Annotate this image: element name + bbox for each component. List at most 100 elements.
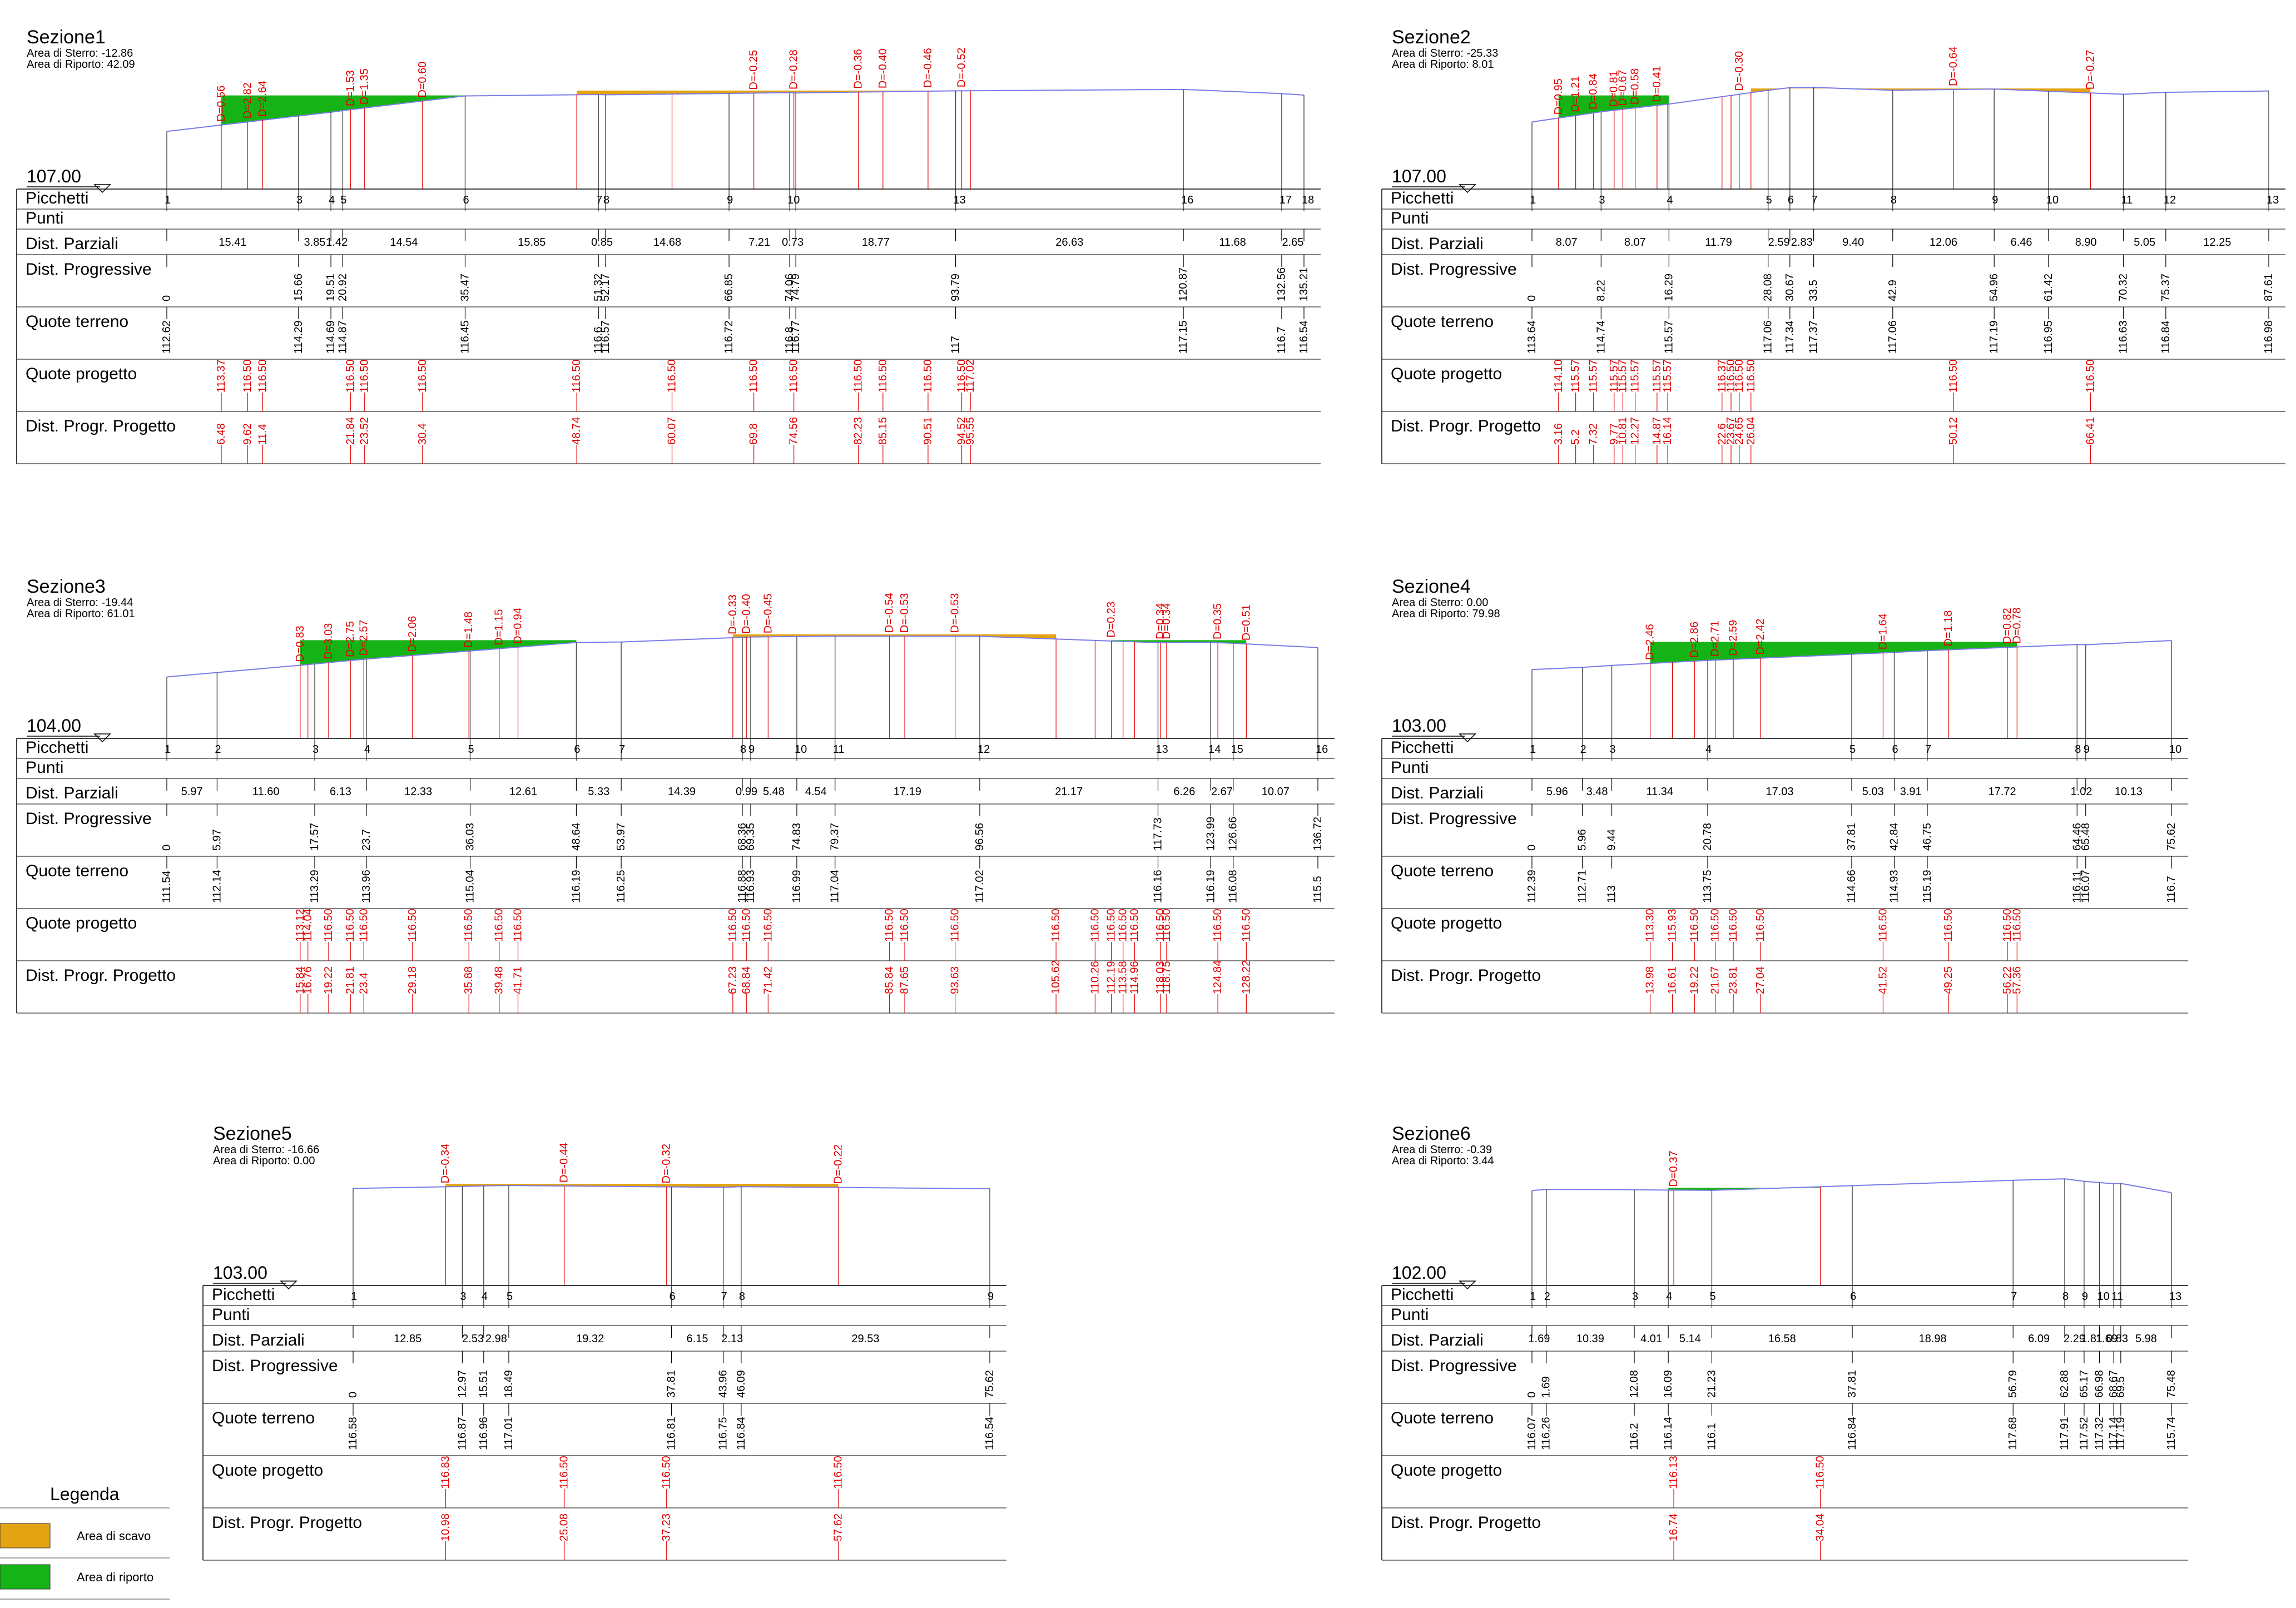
design-quote: 116.50 [241,359,254,393]
picchetto-number: 13 [2267,194,2279,206]
row-label-progetto: Quote progetto [1391,1461,1502,1480]
partial-distance: 6.26 [1173,786,1195,798]
progressive-value: 37.81 [1846,1370,1858,1398]
picchetto-number: 8 [1891,194,1897,206]
design-quote: 116.50 [1942,909,1955,942]
design-progressive: 69.8 [748,423,760,445]
delta-label: D=0.84 [1588,73,1600,110]
design-quote: 116.50 [344,359,356,393]
datum-triangle-icon [1459,1281,1476,1290]
design-progressive: 12.27 [1629,417,1642,445]
delta-label: D=0.23 [1105,602,1118,638]
progressive-value: 126.66 [1227,817,1239,851]
datum-triangle-icon [1459,184,1476,193]
row-label-terreno: Quote terreno [26,312,128,331]
picchetto-number: 4 [1705,743,1712,756]
progressive-value: 66.85 [723,274,735,301]
design-quote: 116.50 [762,909,774,942]
design-progressive: 15.84 [294,966,306,994]
design-quote: 116.50 [359,359,371,393]
partial-distance: 12.61 [509,786,537,798]
progressive-value: 136.72 [1312,817,1324,851]
partial-distance: 2.59 [1768,236,1790,249]
row-label-progressive: Dist. Progressive [26,810,152,828]
design-quote: 116.50 [1733,359,1745,393]
delta-label: D=-0.54 [884,593,896,633]
picchetto-number: 13 [954,194,966,206]
design-quote: 116.50 [512,909,524,942]
progressive-value: 42.84 [1888,823,1900,851]
row-label-progetto: Quote progetto [212,1461,323,1480]
progressive-value: 56.79 [2007,1370,2019,1398]
delta-label: D=0.94 [512,608,524,644]
partial-distance: 5.14 [1679,1333,1701,1345]
delta-label: D=3.03 [323,623,335,659]
row-label-progr_progetto: Dist. Progr. Progetto [26,966,176,985]
partial-distance: 1.69 [1528,1333,1550,1345]
picchetto-number: 4 [482,1291,488,1303]
terrain-value: 114.74 [1595,320,1607,354]
design-quote: 116.50 [852,359,865,393]
design-quote: 117.02 [964,359,976,393]
progressive-value: 132.56 [1276,267,1288,301]
picchetto-number: 8 [2075,743,2081,756]
partial-distance: 2.65 [1282,236,1303,249]
design-progressive: 30.4 [416,423,429,445]
picchetto-number: 5 [340,194,346,206]
progressive-value: 0 [1526,845,1538,851]
terrain-value: 113.75 [1702,870,1714,903]
progressive-value: 17.57 [309,823,321,851]
design-progressive: 90.51 [922,417,934,445]
design-quote: 115.57 [1588,359,1600,393]
delta-label: D=2.46 [1644,624,1657,660]
progressive-value: 46.75 [1921,823,1933,851]
design-progressive: 23.52 [359,417,371,445]
picchetto-number: 9 [748,743,755,756]
partial-distance: 8.90 [2075,236,2097,249]
picchetto-number: 7 [1925,743,1931,756]
picchetto-number: 6 [574,743,580,756]
terrain-value: 116.07 [1526,1417,1538,1450]
progressive-value: 75.37 [2160,274,2172,301]
terrain-value: 116.72 [723,320,735,354]
partial-distance: 4.54 [805,786,827,798]
terrain-value: 117.06 [1887,320,1899,354]
row-label-progressive: Dist. Progressive [1391,1357,1517,1375]
design-quote: 116.50 [1050,909,1062,942]
delta-label: D=0.95 [1553,78,1565,115]
row-label-picchetti: Picchetti [1391,1286,1454,1304]
terrain-value: 116.25 [615,870,627,903]
design-progressive: 82.23 [852,417,865,445]
design-progressive: 14.87 [1651,417,1663,445]
terrain-value: 116.54 [984,1417,996,1450]
design-progressive: 50.12 [1947,417,1960,445]
section-title: Sezione1 [27,27,106,48]
picchetto-number: 7 [2011,1291,2017,1303]
partial-distance: 9.40 [1842,236,1864,249]
progressive-value: 21.23 [1705,1370,1718,1398]
picchetto-number: 11 [833,743,845,756]
design-progressive: 114.96 [1129,961,1141,994]
area-sterro: Area di Sterro: -19.44 [27,597,133,609]
progressive-value: 52.17 [599,274,612,301]
terrain-value: 116.08 [1227,870,1239,903]
delta-label: D=-0.28 [788,49,800,90]
picchetto-number: 1 [1530,1291,1536,1303]
design-quote: 116.50 [1754,909,1767,942]
picchetto-number: 3 [296,194,303,206]
design-progressive: 10.98 [439,1513,452,1541]
picchetto-number: 16 [1181,194,1193,206]
area-sterro: Area di Sterro: -16.66 [213,1144,319,1156]
terrain-value: 117.14 [2107,1417,2120,1450]
progressive-value: 36.03 [464,823,477,851]
delta-label: D=-0.25 [748,50,760,90]
row-label-progressive: Dist. Progressive [26,260,152,279]
section-title: Sezione3 [27,576,106,597]
ground-line [166,88,1305,132]
progressive-value: 61.42 [2042,274,2055,301]
terrain-value: 117.32 [2093,1417,2105,1450]
section-title: Sezione5 [213,1123,292,1144]
design-progressive: 3.16 [1553,423,1565,445]
